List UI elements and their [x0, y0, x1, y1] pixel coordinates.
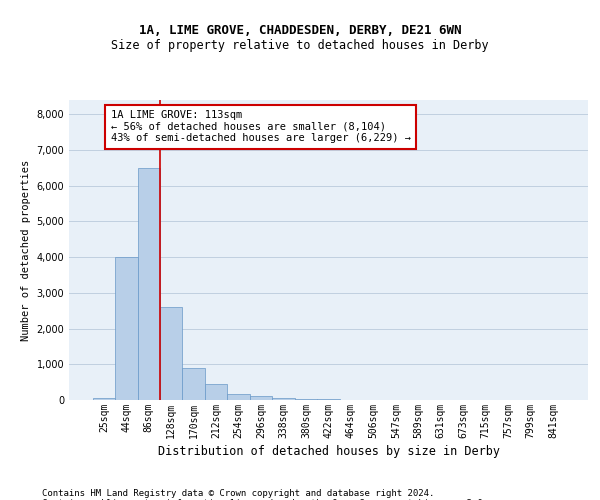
Bar — [137, 168, 160, 400]
Text: 1A, LIME GROVE, CHADDESDEN, DERBY, DE21 6WN: 1A, LIME GROVE, CHADDESDEN, DERBY, DE21 … — [139, 24, 461, 38]
Bar — [272, 398, 295, 400]
Bar — [317, 399, 340, 400]
Y-axis label: Number of detached properties: Number of detached properties — [21, 160, 31, 340]
Bar — [182, 368, 205, 400]
Text: 1A LIME GROVE: 113sqm
← 56% of detached houses are smaller (8,104)
43% of semi-d: 1A LIME GROVE: 113sqm ← 56% of detached … — [110, 110, 410, 144]
Bar — [92, 398, 115, 400]
Bar — [227, 394, 250, 400]
Bar — [250, 396, 272, 400]
Bar — [205, 384, 227, 400]
Bar — [160, 307, 182, 400]
Bar — [115, 257, 137, 400]
Text: Size of property relative to detached houses in Derby: Size of property relative to detached ho… — [111, 40, 489, 52]
X-axis label: Distribution of detached houses by size in Derby: Distribution of detached houses by size … — [157, 445, 499, 458]
Bar — [295, 399, 317, 400]
Text: Contains HM Land Registry data © Crown copyright and database right 2024.: Contains HM Land Registry data © Crown c… — [42, 488, 434, 498]
Text: Contains public sector information licensed under the Open Government Licence v3: Contains public sector information licen… — [42, 498, 488, 500]
